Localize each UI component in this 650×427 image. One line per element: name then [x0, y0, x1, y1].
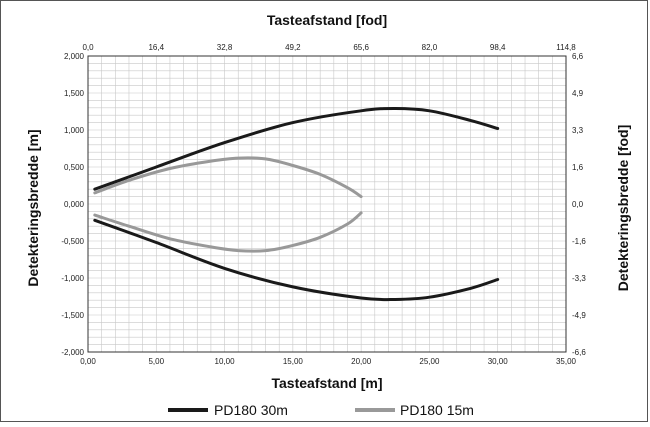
y-right-tick-label: 0,0 — [572, 200, 584, 209]
series-line-pd180-15m-lower — [93, 211, 363, 253]
y-right-tick-label: -4,9 — [572, 311, 586, 320]
y-right-tick-label: -1,6 — [572, 237, 586, 246]
plot-area — [87, 55, 567, 353]
x-top-tick-label: 16,4 — [148, 43, 164, 52]
x-tick-label: 15,00 — [283, 357, 304, 366]
x-top-tick-label: 98,4 — [490, 43, 506, 52]
y-tick-label: 1,500 — [64, 89, 85, 98]
y-tick-label: -2,000 — [61, 348, 84, 357]
series-lines — [93, 106, 500, 302]
y2-axis-title: Detekteringsbredde [fod] — [615, 125, 631, 291]
y-tick-label: -1,000 — [61, 274, 84, 283]
legend-label-pd180-30m: PD180 30m — [214, 402, 288, 418]
x-tick-label: 35,00 — [556, 357, 577, 366]
series-line-pd180-30m-upper — [93, 106, 500, 191]
x-tick-label: 10,00 — [215, 357, 236, 366]
y-right-tick-label: 6,6 — [572, 52, 584, 61]
y-tick-label: 2,000 — [64, 52, 85, 61]
x-top-tick-label: 82,0 — [422, 43, 438, 52]
y-tick-label: 0,000 — [64, 200, 85, 209]
x-tick-label: 5,00 — [148, 357, 164, 366]
y-right-tick-label: -3,3 — [572, 274, 586, 283]
y-right-tick-label: 4,9 — [572, 89, 584, 98]
series-line-pd180-30m-lower — [93, 218, 500, 302]
x-tick-label: 25,00 — [419, 357, 440, 366]
x-top-tick-label: 0,0 — [82, 43, 94, 52]
y-axis-title: Detekteringsbredde [m] — [25, 129, 41, 286]
y-right-tick-label: 3,3 — [572, 126, 584, 135]
x-axis-title: Tasteafstand [m] — [272, 375, 383, 391]
y-tick-label: -0,500 — [61, 237, 84, 246]
grid — [88, 56, 566, 352]
x-top-tick-label: 65,6 — [353, 43, 369, 52]
series-line-pd180-15m-upper — [93, 156, 363, 199]
x-tick-label: 20,00 — [351, 357, 372, 366]
y-tick-label: -1,500 — [61, 311, 84, 320]
x-top-tick-label: 114,8 — [556, 43, 576, 52]
x-tick-label: 30,00 — [488, 357, 509, 366]
y-tick-label: 0,500 — [64, 163, 85, 172]
legend-label-pd180-15m: PD180 15m — [400, 402, 474, 418]
y-tick-label: 1,000 — [64, 126, 85, 135]
legend: PD180 30m PD180 15m — [168, 402, 474, 418]
tick-labels: 0,00 5,00 10,00 15,00 20,00 25,00 30,00 35,00 0,… — [61, 43, 586, 366]
top-axis-title: Tasteafstand [fod] — [267, 12, 387, 28]
x-top-tick-label: 32,8 — [217, 43, 233, 52]
x-top-tick-label: 49,2 — [285, 43, 301, 52]
y-right-tick-label: -6,6 — [572, 348, 586, 357]
x-tick-label: 0,00 — [80, 357, 96, 366]
y-right-tick-label: 1,6 — [572, 163, 584, 172]
